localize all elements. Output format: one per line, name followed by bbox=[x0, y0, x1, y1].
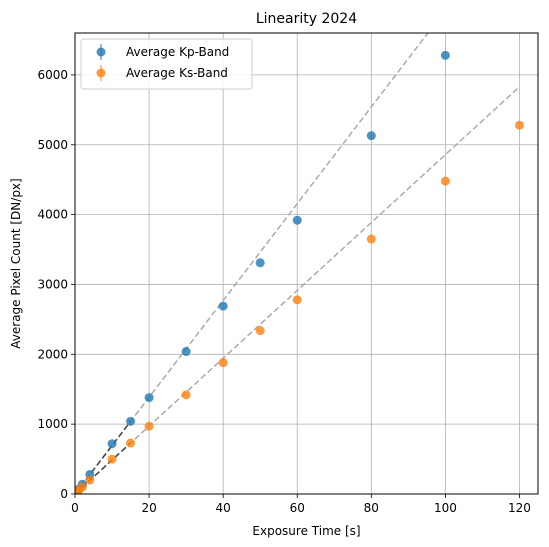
ks-band-point bbox=[144, 421, 154, 431]
x-tick-label: 80 bbox=[364, 501, 379, 515]
y-axis-label: Average Pixel Count [DN/px] bbox=[9, 178, 23, 348]
y-tick-label: 4000 bbox=[37, 208, 68, 222]
y-tick-label: 6000 bbox=[37, 68, 68, 82]
legend: Average Kp-Band Average Ks-Band bbox=[80, 38, 253, 90]
y-axis-ticks: 0 1000 2000 3000 4000 5000 6000 bbox=[37, 68, 75, 501]
ks-band-point bbox=[107, 454, 117, 464]
x-axis-label: Exposure Time [s] bbox=[252, 524, 360, 538]
kp-band-point bbox=[181, 347, 191, 357]
ks-band-point bbox=[292, 295, 302, 305]
x-tick-label: 100 bbox=[434, 501, 457, 515]
ks-band-point bbox=[440, 176, 450, 186]
x-tick-label: 60 bbox=[290, 501, 305, 515]
legend-entry-ks: Average Ks-Band bbox=[96, 65, 228, 81]
ks-band-point bbox=[77, 482, 87, 492]
x-tick-label: 0 bbox=[71, 501, 79, 515]
x-tick-label: 20 bbox=[141, 501, 156, 515]
x-tick-label: 40 bbox=[216, 501, 231, 515]
ks-band-point bbox=[514, 120, 524, 130]
ks-band-point bbox=[255, 326, 265, 336]
kp-band-point bbox=[218, 301, 228, 311]
y-tick-label: 2000 bbox=[37, 347, 68, 361]
ks-band-point bbox=[366, 234, 376, 244]
x-axis-ticks: 0 20 40 60 80 100 120 bbox=[71, 494, 531, 515]
legend-marker-kp bbox=[96, 47, 106, 57]
legend-label-ks: Average Ks-Band bbox=[126, 66, 228, 80]
kp-band-point bbox=[107, 439, 117, 449]
ks-band-point bbox=[181, 390, 191, 400]
kp-band-point bbox=[255, 258, 265, 268]
ks-band-point bbox=[218, 358, 228, 368]
y-tick-label: 3000 bbox=[37, 277, 68, 291]
kp-band-point bbox=[366, 131, 376, 141]
fit-line bbox=[75, 33, 429, 494]
legend-label-kp: Average Kp-Band bbox=[126, 45, 229, 59]
legend-entry-kp: Average Kp-Band bbox=[96, 44, 229, 60]
legend-marker-ks bbox=[96, 68, 106, 78]
y-tick-label: 1000 bbox=[37, 417, 68, 431]
y-tick-label: 0 bbox=[60, 487, 68, 501]
x-tick-label: 120 bbox=[508, 501, 531, 515]
kp-band-point bbox=[292, 215, 302, 225]
plot-area-frame bbox=[74, 32, 539, 495]
data-points bbox=[75, 50, 524, 494]
kp-band-point bbox=[126, 416, 136, 426]
chart-title: Linearity 2024 bbox=[256, 11, 357, 27]
ks-band-point bbox=[85, 475, 95, 485]
legend-box bbox=[80, 38, 253, 90]
y-tick-label: 5000 bbox=[37, 138, 68, 152]
ks-band-point bbox=[126, 438, 136, 448]
fit-line bbox=[75, 420, 132, 494]
kp-band-point bbox=[144, 393, 154, 403]
kp-band-point bbox=[440, 50, 450, 60]
